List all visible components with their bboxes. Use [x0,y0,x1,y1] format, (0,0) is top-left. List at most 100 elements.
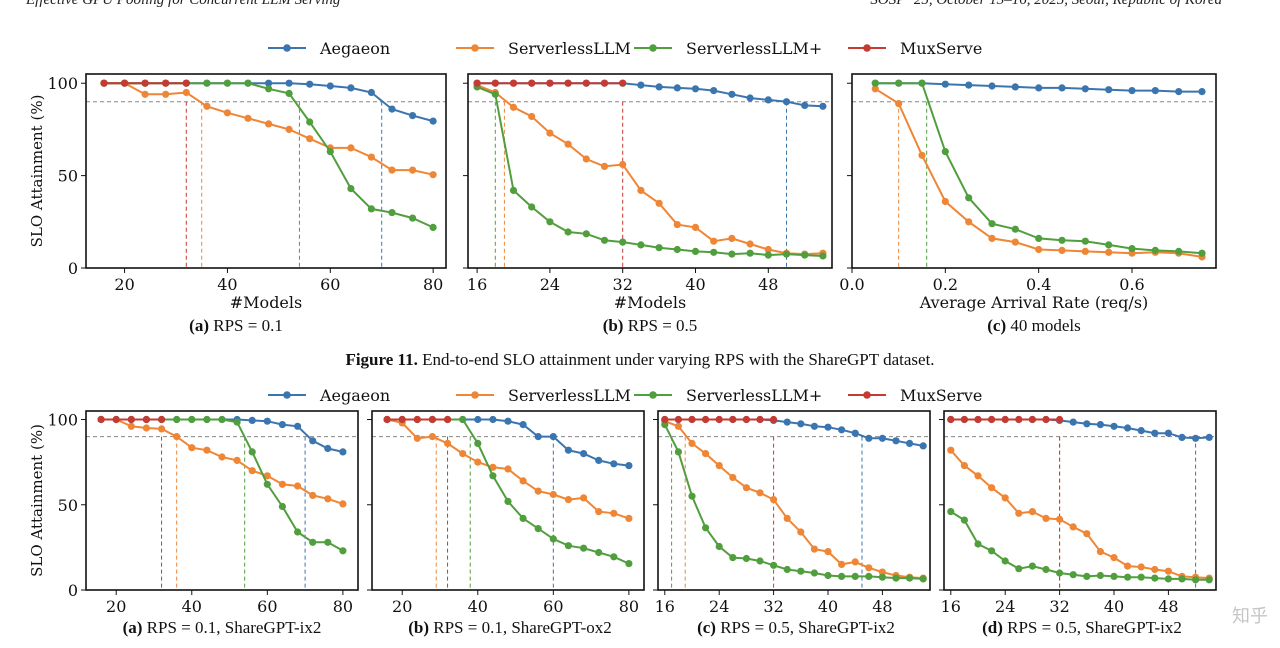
data-point [1151,565,1159,574]
data-point [306,118,314,126]
data-point [851,558,859,566]
legend-label: ServerlessLLM+ [686,39,822,58]
running-header-left: Effective GPU Pooling for Concurrent LLM… [26,0,341,8]
data-point [595,548,603,557]
data-point [824,571,832,580]
data-point [309,437,317,445]
data-point [947,415,955,424]
legend-label: ServerlessLLM [508,386,631,405]
data-point [810,422,819,430]
data-point [871,79,879,87]
data-point [746,249,754,257]
data-point [519,421,527,429]
plot-frame [657,410,931,591]
data-point [1198,88,1206,96]
series-line-aegaeon [101,418,344,453]
data-point [851,572,859,581]
data-point [661,415,669,424]
data-point [1178,575,1186,583]
data-point [409,112,417,120]
data-point [892,574,900,582]
data-point [509,186,518,194]
data-point [1175,88,1183,96]
data-point [347,144,355,152]
data-point [1096,421,1104,429]
data-point [819,252,827,260]
data-point [564,496,573,504]
data-point [474,415,482,424]
data-point [142,415,150,424]
data-point [1164,575,1172,583]
data-point [398,415,406,424]
x-tick-label: 80 [333,597,353,616]
series-line-serverlessllm-plus [663,424,924,580]
data-point [878,434,887,442]
x-axis-label: #Models [230,293,302,312]
data-point [203,415,211,424]
data-point [610,460,618,468]
data-point [895,100,903,108]
data-point [265,120,273,128]
data-point [580,494,588,502]
x-tick-label: 40 [1104,597,1124,616]
data-point [474,458,482,466]
data-point [1069,523,1077,531]
data-point [810,569,819,577]
data-point [248,416,256,424]
data-point [1058,84,1066,92]
x-tick-label: 80 [423,275,443,294]
data-point [810,545,819,553]
data-point [770,415,778,424]
data-point [637,241,645,249]
x-tick-label: 80 [619,597,639,616]
data-point [1083,530,1091,538]
y-axis-label: SLO Attainment (%) [28,424,46,577]
data-point [1151,574,1159,582]
data-point [1137,427,1145,435]
data-point [263,480,271,488]
data-point [1105,86,1113,94]
data-point [309,538,317,546]
data-point [746,94,754,102]
data-point [326,148,334,156]
x-tick-label: 48 [758,275,778,294]
data-point [1015,509,1023,517]
data-point [413,434,421,442]
data-point [610,553,618,561]
data-point [582,155,590,163]
data-point [1128,245,1136,253]
data-point [1042,565,1050,574]
chart-panel-7: 16 24 32 40 48 [939,410,1217,616]
data-point [509,103,518,111]
data-point [428,415,436,424]
data-point [459,450,467,458]
data-point [1035,245,1043,254]
data-point [1096,571,1104,580]
figure-11-caption: Figure 11. End-to-end SLO attainment und… [345,350,935,369]
data-point [263,417,271,425]
data-point [673,245,681,254]
y-tick-label: 0 [68,259,78,278]
data-point [947,446,955,454]
data-point [838,572,846,581]
data-point [988,415,996,424]
data-point [582,230,590,238]
data-point [294,482,302,490]
x-tick-label: 16 [655,597,675,616]
plot-frame [943,410,1217,591]
data-point [974,540,982,548]
data-point [549,490,557,499]
data-point [801,251,809,259]
data-point [729,415,737,424]
data-point [960,516,969,524]
data-point [248,467,256,475]
x-tick-label: 32 [613,275,633,294]
data-point [112,415,120,424]
data-point [715,415,723,424]
series-line-serverlessllm-plus [875,82,1203,255]
data-point [294,422,302,430]
data-point [326,82,334,90]
series-line-serverlessllm [104,82,434,176]
data-point [710,248,718,256]
data-point [388,166,396,174]
